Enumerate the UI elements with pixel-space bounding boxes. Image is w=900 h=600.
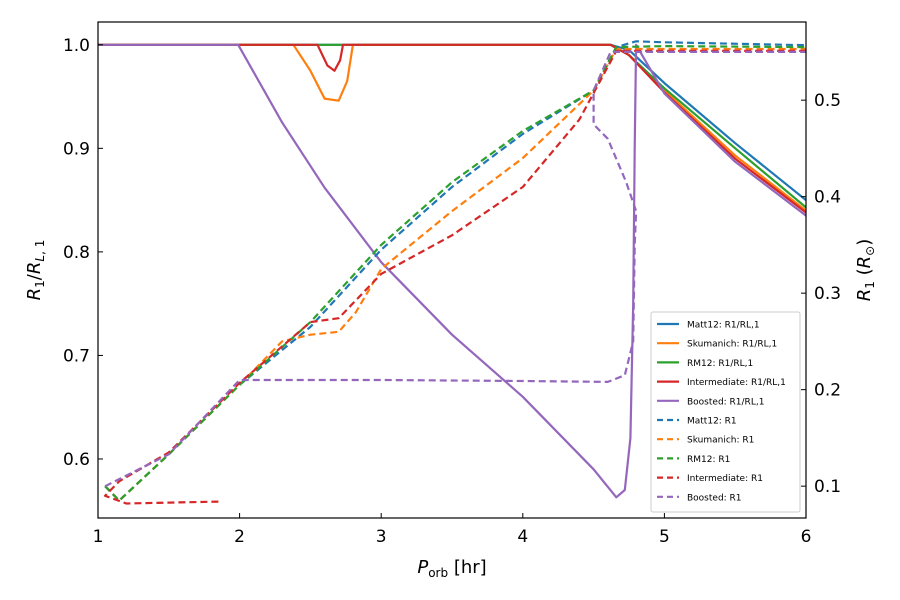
right-y-axis-ticks: 0.1 0.2 0.3 0.4 0.5 — [801, 91, 841, 497]
y-right-tick-label: 0.4 — [814, 188, 841, 208]
left-y-axis-ticks: 0.6 0.7 0.8 0.9 1.0 — [63, 36, 103, 470]
x-tick-label: 3 — [376, 527, 387, 547]
legend-label-3: RM12: R1/RL,1 — [687, 359, 753, 369]
series-line-5 — [98, 43, 806, 499]
legend-label-8: RM12: R1 — [687, 455, 730, 465]
x-tick-label: 4 — [517, 527, 528, 547]
y-left-tick-label: 1.0 — [63, 36, 90, 56]
y-right-tick-label: 0.5 — [814, 91, 841, 111]
y-right-tick-label: 0.1 — [814, 477, 841, 497]
legend-label-7: Skumanich: R1 — [687, 436, 754, 446]
x-tick-label: 2 — [234, 527, 245, 547]
legend-label-6: Matt12: R1 — [687, 417, 737, 427]
x-tick-label: 5 — [659, 527, 670, 547]
legend-label-4: Intermediate: R1/RL,1 — [687, 378, 786, 388]
right-y-axis-title: R1 (R⊙) — [854, 239, 877, 302]
series-line-4 — [98, 43, 806, 214]
legend-label-10: Boosted: R1 — [687, 493, 742, 503]
legend-label-9: Intermediate: R1 — [687, 474, 763, 484]
series-line-10 — [104, 50, 806, 488]
plot-frame — [97, 21, 807, 519]
legend-label-1: Matt12: R1/RL,1 — [687, 321, 760, 331]
left-y-axis-title: R1/RL, 1 — [24, 240, 47, 301]
y-left-tick-label: 0.6 — [63, 450, 90, 470]
legend-label-2: Skumanich: R1/RL,1 — [687, 340, 777, 350]
series-lines — [98, 40, 806, 505]
x-axis-ticks: 1 2 3 4 5 6 — [93, 513, 812, 547]
y-left-tick-label: 0.9 — [63, 139, 90, 159]
series-line-9 — [104, 49, 806, 505]
y-right-tick-label: 0.3 — [814, 284, 841, 304]
x-axis-title: Porb [hr] — [417, 557, 486, 580]
x-tick-label: 6 — [801, 527, 812, 547]
x-tick-label: 1 — [93, 527, 104, 547]
series-line-8 — [104, 45, 806, 502]
y-right-tick-label: 0.2 — [814, 381, 841, 401]
y-left-tick-label: 0.7 — [63, 346, 90, 366]
legend: Matt12: R1/RL,1 Skumanich: R1/RL,1 RM12: R… — [650, 311, 801, 513]
legend-box — [650, 311, 801, 513]
y-left-tick-label: 0.8 — [63, 243, 90, 263]
legend-label-5: Boosted: R1/RL,1 — [687, 397, 764, 407]
